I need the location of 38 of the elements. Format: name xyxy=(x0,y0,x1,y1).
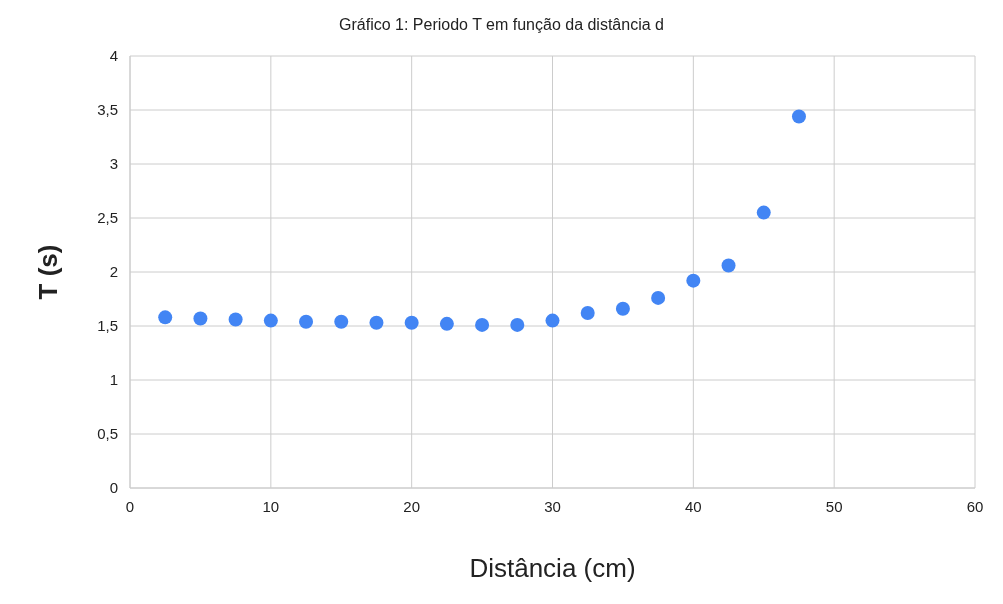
point xyxy=(158,310,173,325)
point xyxy=(791,109,806,124)
x-tick-label: 20 xyxy=(403,498,421,515)
point xyxy=(651,290,666,305)
x-tick-label: 60 xyxy=(966,498,984,515)
x-tick-label: 30 xyxy=(544,498,561,515)
point xyxy=(228,312,243,327)
y-tick-label: 2,5 xyxy=(97,209,118,226)
point xyxy=(686,273,701,288)
x-axis-title: Distância (cm) xyxy=(468,553,637,584)
point xyxy=(510,317,525,332)
point xyxy=(475,317,490,332)
point xyxy=(404,315,419,330)
point xyxy=(263,313,278,328)
point xyxy=(369,315,384,330)
y-tick-label: 4 xyxy=(109,47,118,64)
x-tick-label: 10 xyxy=(262,498,280,515)
y-tick-label: 0,5 xyxy=(97,425,118,442)
point xyxy=(615,301,630,316)
y-tick-label: 1 xyxy=(109,371,118,388)
x-tick-label: 0 xyxy=(125,498,135,515)
chart-title: Gráfico 1: Periodo T em função da distância d xyxy=(338,16,665,34)
y-tick-label: 1,5 xyxy=(97,317,118,334)
y-axis-title: T (s) xyxy=(32,244,64,300)
point xyxy=(721,258,736,273)
point xyxy=(756,205,771,220)
x-tick-label: 50 xyxy=(825,498,843,515)
y-tick-label: 0 xyxy=(109,479,118,496)
x-tick-label: 40 xyxy=(684,498,702,515)
point xyxy=(545,313,560,328)
point xyxy=(580,306,595,321)
point xyxy=(193,311,208,326)
point xyxy=(439,316,454,331)
point xyxy=(334,314,349,329)
y-tick-label: 3,5 xyxy=(97,101,118,118)
y-tick-label: 3 xyxy=(109,155,118,172)
point xyxy=(299,314,314,329)
y-tick-label: 2 xyxy=(109,263,118,280)
